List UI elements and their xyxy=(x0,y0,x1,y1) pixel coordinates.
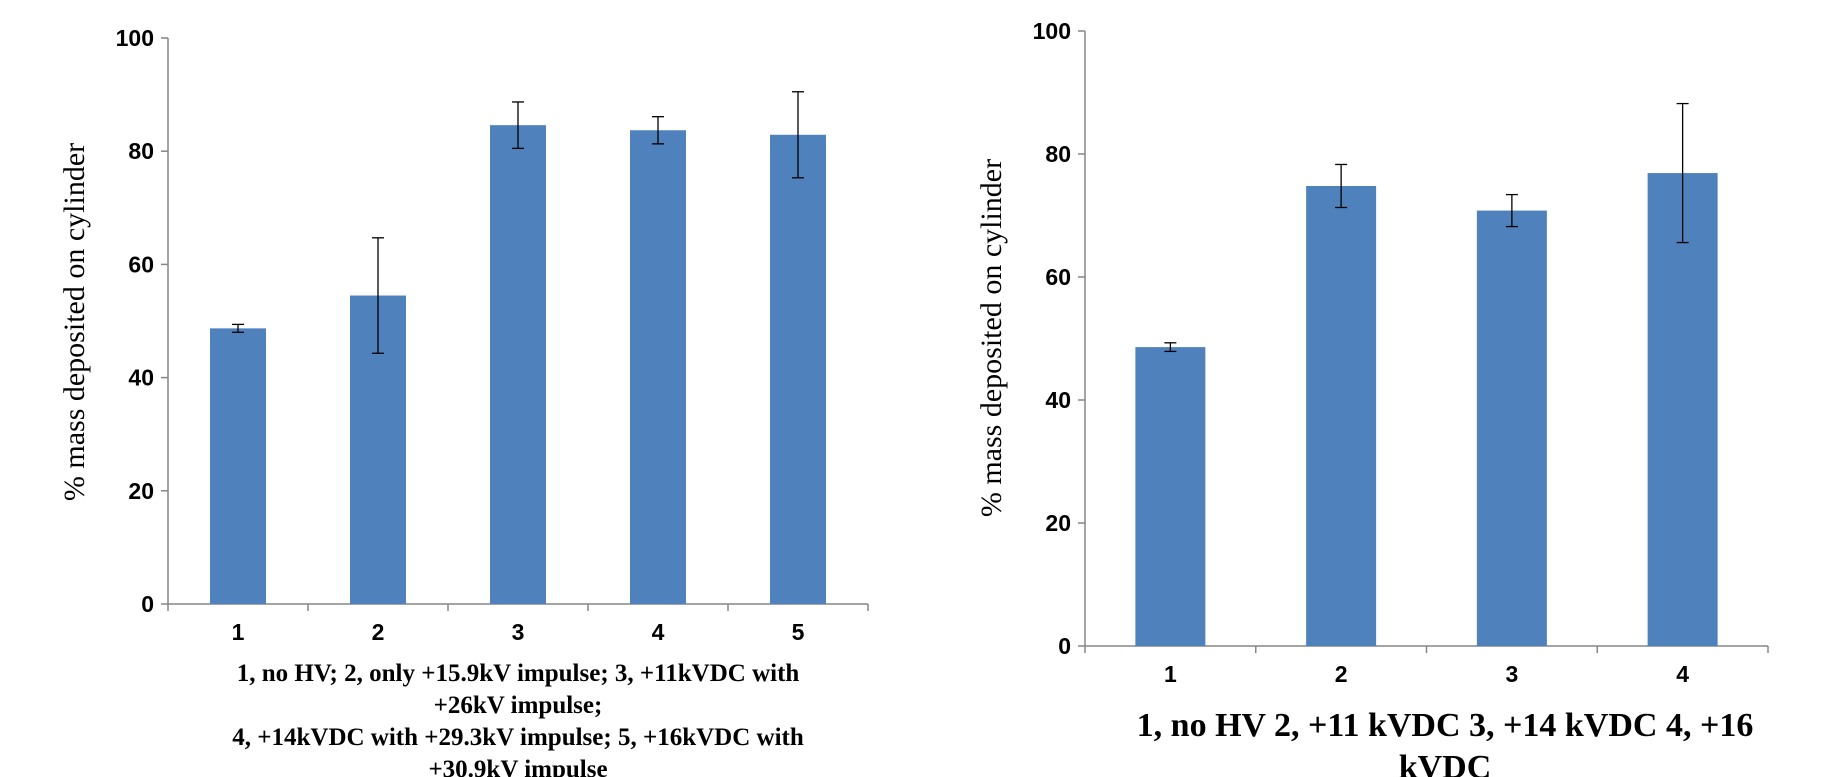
y-axis-title: % mass deposited on cylinder xyxy=(975,159,1008,517)
x-tick-label: 3 xyxy=(1505,661,1518,687)
x-axis-caption-line: +30.9kV impulse xyxy=(428,756,607,777)
bar xyxy=(1135,347,1206,646)
y-tick-label: 80 xyxy=(128,138,154,164)
x-tick-label: 1 xyxy=(232,619,245,645)
x-axis-caption-line: 1, no HV; 2, only +15.9kV impulse; 3, +1… xyxy=(237,660,800,687)
chart-2: 0 20 40 60 80 100 1 2 3 4 % mass deposited on cyli… xyxy=(975,18,1769,777)
bar xyxy=(1306,185,1377,647)
chart-1: 0 20 40 60 80 100 1 2 3 4 5 % mass deposited on cyl… xyxy=(58,25,869,777)
bar xyxy=(1476,210,1547,646)
y-tick-label: 60 xyxy=(1045,264,1071,290)
y-tick-label: 40 xyxy=(128,365,154,391)
x-axis-caption-line: 4, +14kVDC with +29.3kV impulse; 5, +16k… xyxy=(232,724,804,751)
y-tick-label: 100 xyxy=(1033,18,1071,44)
x-axis-caption-line: kVDC xyxy=(1399,749,1492,777)
bar xyxy=(210,328,266,604)
y-tick-label: 20 xyxy=(1045,510,1071,536)
x-axis-caption-line: +26kV impulse; xyxy=(434,692,603,719)
x-tick-label: 2 xyxy=(372,619,385,645)
bar xyxy=(490,125,546,604)
y-tick-label: 20 xyxy=(128,478,154,504)
y-tick-label: 40 xyxy=(1045,387,1071,413)
x-tick-label: 2 xyxy=(1335,661,1348,687)
x-tick-label: 4 xyxy=(652,619,665,645)
x-axis-caption-line: 1, no HV 2, +11 kVDC 3, +14 kVDC 4, +16 xyxy=(1137,707,1754,744)
bar xyxy=(1647,173,1718,646)
y-tick-label: 0 xyxy=(141,591,154,617)
x-tick-label: 1 xyxy=(1164,661,1177,687)
x-tick-label: 5 xyxy=(792,619,805,645)
y-tick-label: 0 xyxy=(1058,633,1071,659)
bar xyxy=(770,134,826,604)
x-tick-label: 4 xyxy=(1676,661,1689,687)
bar xyxy=(630,130,686,604)
y-axis-title: % mass deposited on cylinder xyxy=(58,143,91,501)
x-tick-label: 3 xyxy=(512,619,525,645)
y-tick-label: 60 xyxy=(128,251,154,277)
y-tick-label: 100 xyxy=(116,25,154,51)
y-tick-label: 80 xyxy=(1045,141,1071,167)
